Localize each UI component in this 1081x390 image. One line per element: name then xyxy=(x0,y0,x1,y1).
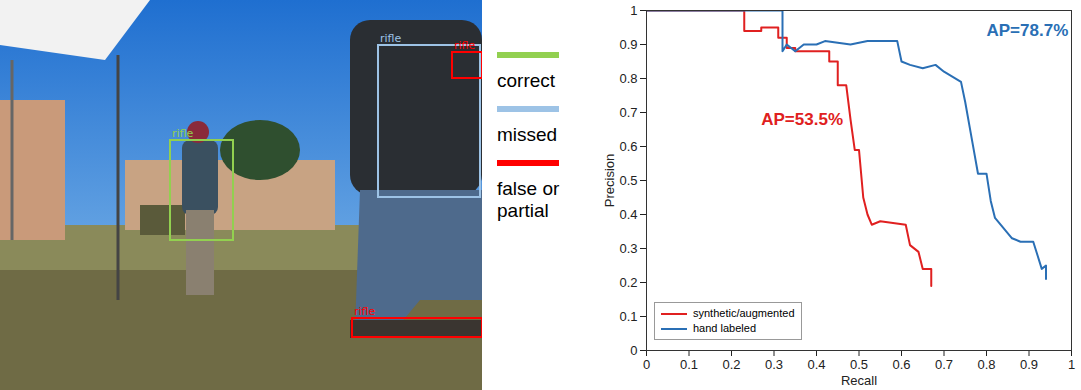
svg-text:rifle: rifle xyxy=(172,127,194,140)
svg-text:0.5: 0.5 xyxy=(850,357,868,372)
svg-text:0.3: 0.3 xyxy=(619,241,637,256)
svg-text:0.1: 0.1 xyxy=(680,357,698,372)
svg-text:0.9: 0.9 xyxy=(619,37,637,52)
html-text:synthetic/augmented: synthetic/augmented xyxy=(693,307,795,319)
svg-text:1: 1 xyxy=(630,3,637,18)
html-text:missed: missed xyxy=(497,124,558,145)
svg-text:0.5: 0.5 xyxy=(619,173,637,188)
svg-text:0.8: 0.8 xyxy=(619,71,637,86)
html-text:false or partial: false or partial xyxy=(497,178,560,221)
svg-text:rifle: rifle xyxy=(454,39,476,52)
svg-text:1: 1 xyxy=(1068,357,1075,372)
svg-text:0.9: 0.9 xyxy=(1020,357,1038,372)
html-text:correct: correct xyxy=(497,70,556,91)
svg-text:0.4: 0.4 xyxy=(619,207,637,222)
svg-text:Recall: Recall xyxy=(841,373,877,388)
svg-text:rifle: rifle xyxy=(354,305,376,318)
svg-text:0.2: 0.2 xyxy=(619,275,637,290)
svg-text:0: 0 xyxy=(643,357,650,372)
svg-text:0.2: 0.2 xyxy=(722,357,740,372)
svg-text:0.6: 0.6 xyxy=(892,357,910,372)
svg-text:0.8: 0.8 xyxy=(977,357,995,372)
svg-text:0.6: 0.6 xyxy=(619,139,637,154)
svg-text:0.7: 0.7 xyxy=(935,357,953,372)
svg-text:rifle: rifle xyxy=(380,32,402,45)
svg-text:0.1: 0.1 xyxy=(619,309,637,324)
svg-text:AP=78.7%: AP=78.7% xyxy=(987,21,1069,40)
html-text:hand labeled: hand labeled xyxy=(693,322,756,334)
svg-text:AP=53.5%: AP=53.5% xyxy=(761,110,843,129)
svg-text:0.3: 0.3 xyxy=(765,357,783,372)
svg-text:0.7: 0.7 xyxy=(619,105,637,120)
svg-text:Precision: Precision xyxy=(602,154,617,207)
svg-text:0.4: 0.4 xyxy=(807,357,825,372)
svg-text:0: 0 xyxy=(630,343,637,358)
